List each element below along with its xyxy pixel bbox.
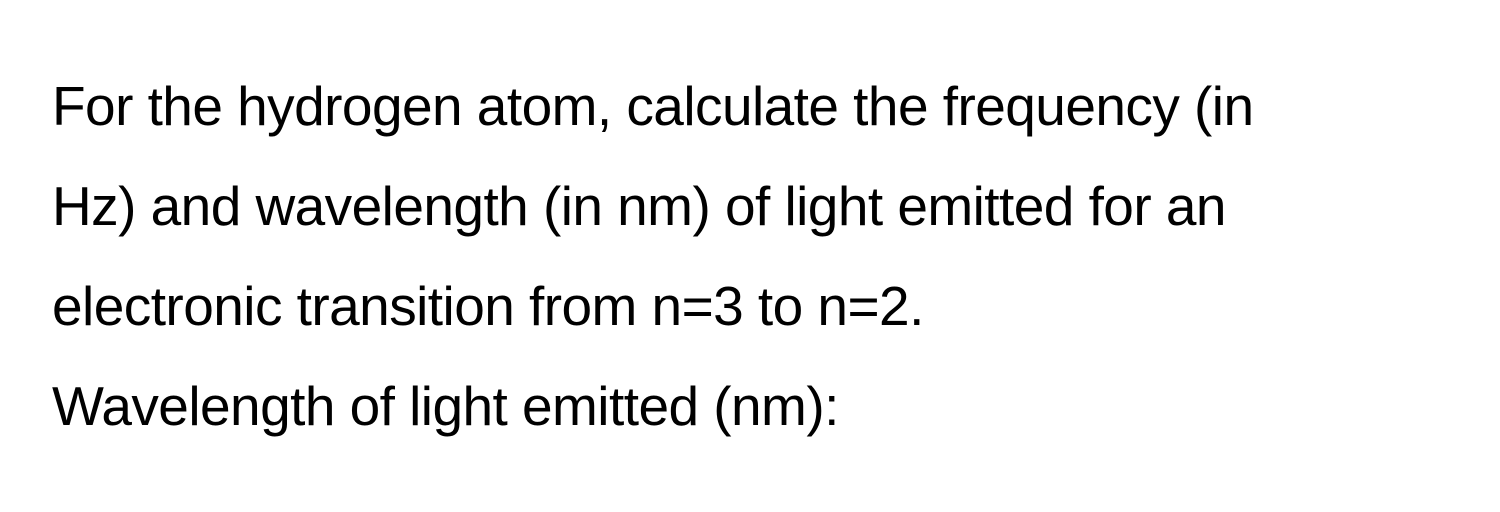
- question-line-2: Hz) and wavelength (in nm) of light emit…: [52, 175, 1226, 237]
- question-line-1: For the hydrogen atom, calculate the fre…: [52, 75, 1254, 137]
- question-line-4: Wavelength of light emitted (nm):: [52, 375, 839, 437]
- question-line-3: electronic transition from n=3 to n=2.: [52, 275, 924, 337]
- question-block: For the hydrogen atom, calculate the fre…: [52, 56, 1254, 456]
